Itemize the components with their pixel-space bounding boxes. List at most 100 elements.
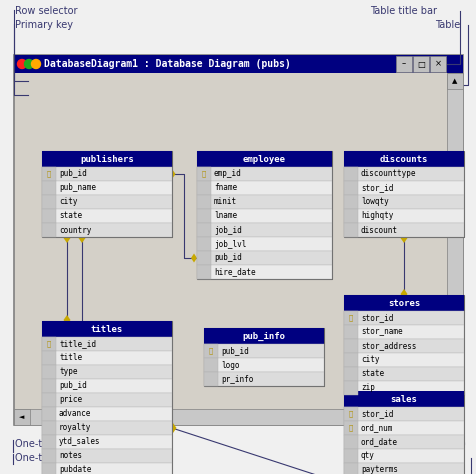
Bar xyxy=(343,167,357,181)
Text: ord_date: ord_date xyxy=(360,438,397,447)
Text: –: – xyxy=(401,60,405,69)
Bar xyxy=(343,167,463,181)
Bar xyxy=(42,181,172,195)
Bar xyxy=(343,339,463,353)
Text: sales: sales xyxy=(390,394,416,403)
Polygon shape xyxy=(63,315,70,325)
Bar xyxy=(343,421,463,435)
Bar xyxy=(395,56,411,72)
Text: lname: lname xyxy=(214,211,237,220)
Bar xyxy=(343,391,463,407)
Bar xyxy=(446,393,462,409)
Text: One-to-one relationship: One-to-one relationship xyxy=(15,453,130,463)
Bar xyxy=(343,463,357,474)
Text: emp_id: emp_id xyxy=(214,170,241,179)
Bar xyxy=(42,195,56,209)
Text: employee: employee xyxy=(242,155,286,164)
Bar xyxy=(42,393,172,407)
Text: stor_id: stor_id xyxy=(360,410,393,419)
Bar xyxy=(343,339,357,353)
Text: hire_date: hire_date xyxy=(214,267,255,276)
Bar xyxy=(343,325,357,339)
Text: ⚿: ⚿ xyxy=(348,315,352,321)
Bar xyxy=(343,353,463,367)
Text: stor_id: stor_id xyxy=(360,183,393,192)
Bar xyxy=(430,409,446,425)
Text: pub_id: pub_id xyxy=(59,382,87,391)
Bar xyxy=(42,379,56,393)
Text: advance: advance xyxy=(59,410,91,419)
Text: pub_id: pub_id xyxy=(214,254,241,263)
Polygon shape xyxy=(400,385,407,395)
Text: logo: logo xyxy=(220,361,239,370)
Bar xyxy=(197,265,210,279)
Text: stor_address: stor_address xyxy=(360,341,416,350)
Bar xyxy=(343,325,463,339)
Bar xyxy=(197,151,331,279)
Text: ▲: ▲ xyxy=(451,78,457,84)
Bar xyxy=(197,237,331,251)
Bar xyxy=(42,223,56,237)
Polygon shape xyxy=(79,233,85,243)
Bar xyxy=(446,73,462,89)
Bar xyxy=(42,321,172,337)
Bar xyxy=(42,449,172,463)
Polygon shape xyxy=(79,322,85,332)
Bar xyxy=(204,344,323,358)
Bar xyxy=(343,407,357,421)
Bar xyxy=(343,209,463,223)
Text: title_id: title_id xyxy=(59,339,96,348)
Bar xyxy=(197,209,210,223)
Text: publishers: publishers xyxy=(80,155,134,164)
Bar xyxy=(197,195,331,209)
Bar xyxy=(42,167,172,181)
Text: ⚿: ⚿ xyxy=(201,171,206,177)
Circle shape xyxy=(24,60,33,69)
Text: fname: fname xyxy=(214,183,237,192)
Text: discounttype: discounttype xyxy=(360,170,416,179)
Text: payterms: payterms xyxy=(360,465,397,474)
Text: Table title bar: Table title bar xyxy=(369,6,436,16)
Polygon shape xyxy=(400,289,407,299)
Polygon shape xyxy=(400,233,407,243)
Bar xyxy=(204,328,323,386)
Bar xyxy=(14,55,462,73)
Bar xyxy=(42,435,172,449)
Text: job_id: job_id xyxy=(214,226,241,235)
Bar xyxy=(197,223,210,237)
Bar xyxy=(343,209,357,223)
Bar xyxy=(343,295,463,311)
Bar xyxy=(343,223,357,237)
Bar xyxy=(42,421,56,435)
Text: ⚿: ⚿ xyxy=(208,348,213,354)
Text: country: country xyxy=(59,226,91,235)
Bar xyxy=(197,181,331,195)
Bar xyxy=(42,151,172,167)
Bar xyxy=(343,435,357,449)
Text: ord_num: ord_num xyxy=(360,423,393,432)
Bar xyxy=(343,449,463,463)
Bar xyxy=(42,393,56,407)
Bar xyxy=(204,358,323,372)
Bar xyxy=(197,237,210,251)
Bar xyxy=(42,365,172,379)
Bar xyxy=(197,251,210,265)
Bar xyxy=(197,181,210,195)
Bar xyxy=(343,407,463,421)
Polygon shape xyxy=(190,254,197,263)
Bar xyxy=(429,56,445,72)
Text: pub_id: pub_id xyxy=(220,346,248,356)
Text: ⚿: ⚿ xyxy=(47,171,51,177)
Polygon shape xyxy=(168,169,175,179)
Bar xyxy=(42,379,172,393)
Text: city: city xyxy=(360,356,379,365)
Text: discounts: discounts xyxy=(379,155,427,164)
Text: zip: zip xyxy=(360,383,374,392)
Bar xyxy=(42,209,56,223)
Text: □: □ xyxy=(416,60,424,69)
Text: city: city xyxy=(59,198,77,207)
Bar xyxy=(343,449,357,463)
Text: state: state xyxy=(59,211,82,220)
Text: Table name: Table name xyxy=(354,453,410,463)
Text: One-to-many relationship: One-to-many relationship xyxy=(15,439,140,449)
